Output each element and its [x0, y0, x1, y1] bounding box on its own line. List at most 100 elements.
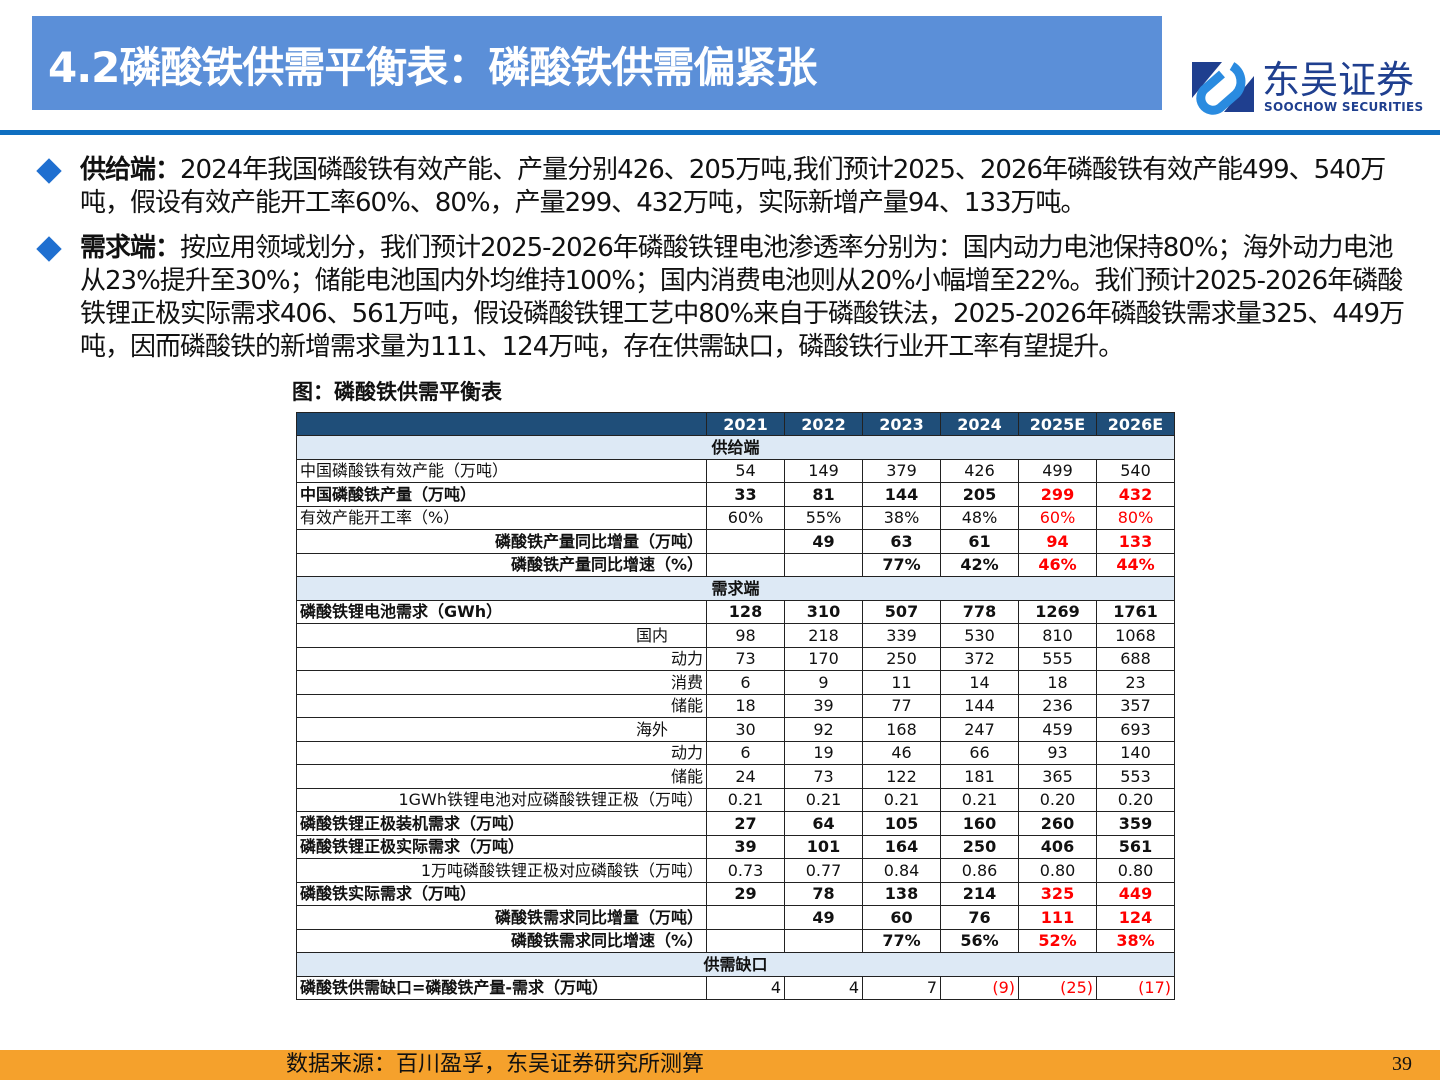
cell-2025E: 18 — [1018, 670, 1097, 695]
cell-2023: 11 — [862, 670, 941, 695]
cell-2021: 29 — [706, 881, 785, 906]
cell-2025E: 60% — [1018, 505, 1097, 530]
cell-2025E: (25) — [1018, 975, 1097, 1000]
cell-2022: 101 — [784, 834, 863, 859]
figure-title: 图：磷酸铁供需平衡表 — [292, 380, 502, 404]
cell-2021: 73 — [706, 646, 785, 671]
cell-2022: 19 — [784, 740, 863, 765]
table-header-row: 2021 2022 2023 2024 2025E 2026E — [296, 412, 1175, 436]
table-row: 有效产能开工率（%） 60% 55% 38% 48% 60% 80% — [296, 505, 1175, 530]
table-row: 磷酸铁需求同比增量（万吨） 49 60 76 111 124 — [296, 905, 1175, 930]
section-label: 需求端 — [296, 576, 1175, 601]
column-header: 2021 — [706, 412, 785, 436]
cell-2026E: 38% — [1096, 928, 1175, 953]
cell-2022: 0.21 — [784, 787, 863, 812]
cell-2025E: 0.20 — [1018, 787, 1097, 812]
cell-2022: 4 — [784, 975, 863, 1000]
row-label: 磷酸铁产量同比增量（万吨） — [296, 529, 707, 554]
cell-2022 — [784, 928, 863, 953]
cell-2021 — [706, 905, 785, 930]
cell-2024: 61 — [940, 529, 1019, 554]
cell-2024: 160 — [940, 811, 1019, 836]
cell-2022 — [784, 552, 863, 577]
cell-2025E: 93 — [1018, 740, 1097, 765]
bullet-head: 供给端： — [80, 155, 181, 185]
cell-2021: 27 — [706, 811, 785, 836]
cell-2024: 205 — [940, 482, 1019, 507]
table-row: 磷酸铁需求同比增速（%） 77% 56% 52% 38% — [296, 928, 1175, 953]
cell-2024: 66 — [940, 740, 1019, 765]
bullet-text: 2024年我国磷酸铁有效产能、产量分别426、205万吨,我们预计2025、20… — [80, 155, 1386, 218]
slide-title: 4.2磷酸铁供需平衡表：磷酸铁供需偏紧张 — [32, 16, 1162, 110]
cell-2023: 77% — [862, 552, 941, 577]
table-row: 储能 24 73 122 181 365 553 — [296, 764, 1175, 789]
section-label: 供给端 — [296, 435, 1175, 460]
table-row: 1万吨磷酸铁锂正极对应磷酸铁（万吨） 0.73 0.77 0.84 0.86 0.80 0.… — [296, 858, 1175, 883]
row-label: 中国磷酸铁产量（万吨） — [296, 482, 707, 507]
cell-2026E: 432 — [1096, 482, 1175, 507]
row-label: 磷酸铁实际需求（万吨） — [296, 881, 707, 906]
cell-2024: 0.21 — [940, 787, 1019, 812]
column-header: 2024 — [940, 412, 1019, 436]
cell-2024: 426 — [940, 458, 1019, 483]
cell-2024: 181 — [940, 764, 1019, 789]
section-row: 供给端 — [296, 435, 1175, 460]
section-row: 需求端 — [296, 576, 1175, 601]
cell-2023: 46 — [862, 740, 941, 765]
row-label: 动力 — [296, 740, 707, 765]
row-label: 磷酸铁供需缺口=磷酸铁产量-需求（万吨） — [296, 975, 707, 1000]
cell-2026E: (17) — [1096, 975, 1175, 1000]
cell-2023: 77% — [862, 928, 941, 953]
row-label: 储能 — [296, 693, 707, 718]
bullet-head: 需求端： — [80, 233, 181, 263]
cell-2026E: 1068 — [1096, 623, 1175, 648]
row-label: 有效产能开工率（%） — [296, 505, 707, 530]
cell-2026E: 133 — [1096, 529, 1175, 554]
cell-2024: 247 — [940, 717, 1019, 742]
table-row: 磷酸铁锂正极实际需求（万吨） 39 101 164 250 406 561 — [296, 834, 1175, 859]
cell-2026E: 357 — [1096, 693, 1175, 718]
cell-2026E: 124 — [1096, 905, 1175, 930]
cell-2022: 9 — [784, 670, 863, 695]
row-label: 动力 — [296, 646, 707, 671]
page-number: 39 — [1392, 1053, 1412, 1075]
row-label: 1GWh铁锂电池对应磷酸铁锂正极（万吨） — [296, 787, 707, 812]
table-row: 磷酸铁锂正极装机需求（万吨） 27 64 105 160 260 359 — [296, 811, 1175, 836]
table-row: 动力 73 170 250 372 555 688 — [296, 646, 1175, 671]
cell-2025E: 810 — [1018, 623, 1097, 648]
soochow-logo: 东吴证券 SOOCHOW SECURITIES — [1192, 58, 1424, 116]
cell-2021: 0.21 — [706, 787, 785, 812]
bullet-text: 按应用领域划分，我们预计2025-2026年磷酸铁锂电池渗透率分别为：国内动力电… — [80, 233, 1405, 362]
cell-2024: 42% — [940, 552, 1019, 577]
row-label: 磷酸铁需求同比增速（%） — [296, 928, 707, 953]
cell-2024: 214 — [940, 881, 1019, 906]
cell-2025E: 499 — [1018, 458, 1097, 483]
cell-2026E: 44% — [1096, 552, 1175, 577]
cell-2024: 530 — [940, 623, 1019, 648]
cell-2021: 30 — [706, 717, 785, 742]
table-row: 中国磷酸铁有效产能（万吨） 54 149 379 426 499 540 — [296, 458, 1175, 483]
cell-2023: 250 — [862, 646, 941, 671]
footer-bar — [0, 1050, 1440, 1080]
cell-2025E: 46% — [1018, 552, 1097, 577]
row-label: 消费 — [296, 670, 707, 695]
cell-2022: 81 — [784, 482, 863, 507]
cell-2026E: 688 — [1096, 646, 1175, 671]
cell-2023: 168 — [862, 717, 941, 742]
cell-2026E: 359 — [1096, 811, 1175, 836]
cell-2024: 56% — [940, 928, 1019, 953]
cell-2021 — [706, 552, 785, 577]
cell-2022: 0.77 — [784, 858, 863, 883]
cell-2021: 33 — [706, 482, 785, 507]
cell-2022: 149 — [784, 458, 863, 483]
column-header: 2025E — [1018, 412, 1097, 436]
cell-2022: 92 — [784, 717, 863, 742]
table-row: 磷酸铁锂电池需求（GWh） 128 310 507 778 1269 1761 — [296, 599, 1175, 624]
cell-2025E: 260 — [1018, 811, 1097, 836]
column-header: 2023 — [862, 412, 941, 436]
table-row: 储能 18 39 77 144 236 357 — [296, 693, 1175, 718]
cell-2021: 39 — [706, 834, 785, 859]
table-row: 中国磷酸铁产量（万吨） 33 81 144 205 299 432 — [296, 482, 1175, 507]
row-label: 磷酸铁锂电池需求（GWh） — [296, 599, 707, 624]
cell-2022: 73 — [784, 764, 863, 789]
